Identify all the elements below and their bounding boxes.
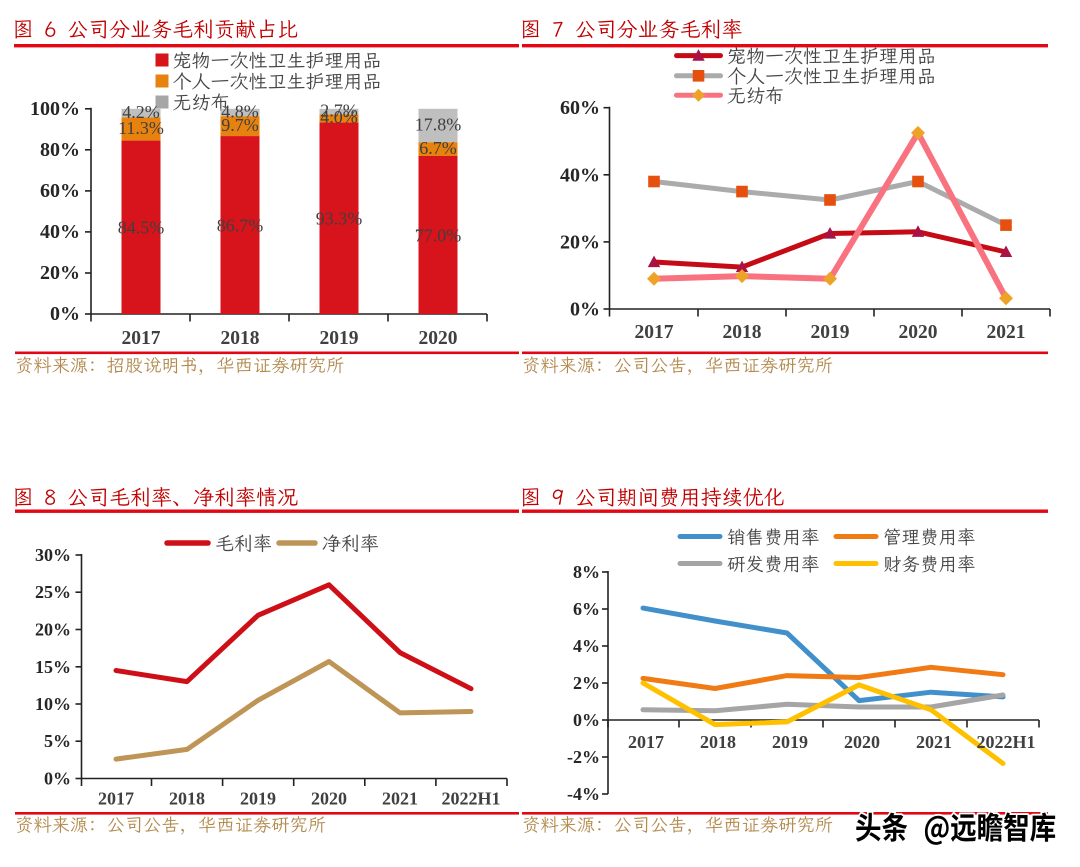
svg-text:2022H1: 2022H1: [441, 789, 500, 809]
svg-text:2017: 2017: [122, 328, 161, 349]
svg-text:2021: 2021: [987, 322, 1026, 343]
svg-text:2020: 2020: [899, 322, 938, 343]
svg-text:2022H1: 2022H1: [976, 732, 1035, 752]
svg-text:2021: 2021: [382, 789, 418, 809]
svg-text:20%: 20%: [35, 620, 71, 640]
svg-text:17.8%: 17.8%: [415, 114, 462, 134]
svg-text:9.7%: 9.7%: [221, 115, 259, 135]
svg-text:20%: 20%: [40, 262, 80, 284]
svg-text:15%: 15%: [35, 657, 71, 677]
svg-text:2%: 2%: [573, 673, 600, 693]
svg-text:93.3%: 93.3%: [316, 209, 363, 229]
svg-text:4.8%: 4.8%: [221, 101, 259, 121]
svg-text:60%: 60%: [560, 97, 600, 119]
svg-text:20%: 20%: [560, 231, 600, 253]
svg-text:-4%: -4%: [567, 784, 600, 804]
svg-text:0%: 0%: [573, 710, 600, 730]
svg-text:84.5%: 84.5%: [118, 218, 165, 238]
svg-text:4.0%: 4.0%: [320, 107, 358, 127]
svg-text:0%: 0%: [50, 303, 80, 325]
svg-text:40%: 40%: [40, 221, 80, 243]
svg-text:77.0%: 77.0%: [415, 225, 462, 245]
svg-text:2017: 2017: [98, 789, 134, 809]
svg-text:86.7%: 86.7%: [217, 215, 264, 235]
svg-text:2018: 2018: [221, 328, 260, 349]
svg-text:2017: 2017: [628, 732, 664, 752]
svg-text:11.3%: 11.3%: [118, 118, 164, 138]
svg-text:2.7%: 2.7%: [320, 100, 358, 120]
svg-text:60%: 60%: [40, 180, 80, 202]
svg-text:-2%: -2%: [567, 747, 600, 767]
svg-text:4%: 4%: [573, 636, 600, 656]
svg-text:2017: 2017: [635, 322, 674, 343]
svg-text:0%: 0%: [44, 769, 71, 789]
svg-text:2018: 2018: [723, 322, 762, 343]
svg-text:2018: 2018: [700, 732, 736, 752]
svg-text:2020: 2020: [844, 732, 880, 752]
svg-text:2018: 2018: [169, 789, 205, 809]
svg-text:2019: 2019: [772, 732, 808, 752]
svg-text:30%: 30%: [35, 545, 71, 565]
svg-text:2020: 2020: [419, 328, 458, 349]
svg-text:8%: 8%: [573, 562, 600, 582]
svg-text:2019: 2019: [240, 789, 276, 809]
svg-text:100%: 100%: [30, 98, 80, 120]
svg-text:0%: 0%: [570, 299, 600, 321]
svg-text:40%: 40%: [560, 164, 600, 186]
svg-text:25%: 25%: [35, 582, 71, 602]
svg-text:4.2%: 4.2%: [122, 102, 160, 122]
svg-text:2021: 2021: [916, 732, 952, 752]
svg-text:2020: 2020: [311, 789, 347, 809]
svg-text:2019: 2019: [811, 322, 850, 343]
svg-text:5%: 5%: [44, 731, 71, 751]
svg-text:6%: 6%: [573, 599, 600, 619]
svg-text:10%: 10%: [35, 694, 71, 714]
svg-text:2019: 2019: [320, 328, 359, 349]
svg-text:80%: 80%: [40, 139, 80, 161]
svg-text:6.7%: 6.7%: [419, 138, 457, 158]
